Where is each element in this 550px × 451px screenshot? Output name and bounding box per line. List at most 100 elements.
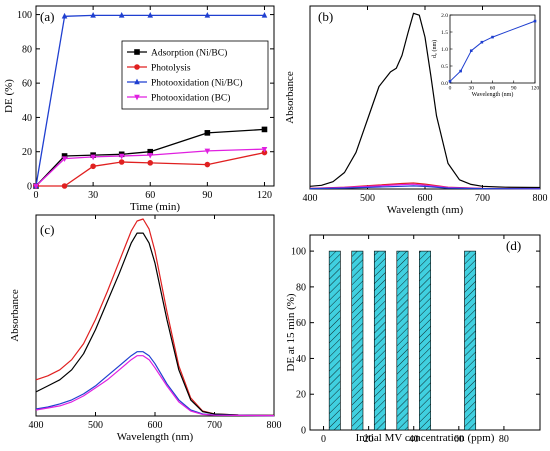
inset-y-tick-label: 0.5 bbox=[441, 64, 448, 70]
data-point bbox=[261, 12, 268, 18]
spectrum-line bbox=[35, 351, 275, 417]
y-tick-label: 20 bbox=[296, 390, 306, 401]
y-tick-label: 80 bbox=[22, 44, 32, 55]
inset-y-tick-label: 1.5 bbox=[441, 30, 448, 36]
panel-label: (b) bbox=[318, 9, 333, 24]
x-tick-label: 400 bbox=[303, 193, 318, 204]
spectrum-line bbox=[35, 218, 275, 416]
bar bbox=[373, 250, 386, 431]
legend-label: Photolysis bbox=[151, 64, 191, 74]
inset-point bbox=[469, 49, 473, 52]
bar bbox=[351, 250, 364, 431]
inset-x-tick-label: 0 bbox=[449, 86, 452, 92]
inset-x-tick-label: 90 bbox=[511, 86, 517, 92]
inset-x-tick-label: 120 bbox=[531, 86, 540, 92]
y-tick-label: 60 bbox=[22, 79, 32, 90]
data-point bbox=[147, 148, 154, 155]
y-tick-label: 40 bbox=[296, 354, 306, 365]
x-tick-label: 40 bbox=[409, 434, 419, 445]
inset-y-tick-label: 2.0 bbox=[441, 13, 448, 19]
y-axis-label: Absorbance bbox=[9, 289, 21, 342]
bar bbox=[328, 250, 341, 431]
inset-point bbox=[480, 40, 484, 44]
bar bbox=[464, 250, 477, 431]
y-tick-label: 60 bbox=[296, 318, 306, 329]
y-tick-label: 0 bbox=[27, 182, 32, 193]
data-point bbox=[118, 159, 125, 165]
inset-y-tick-label: 1.0 bbox=[441, 47, 448, 53]
x-tick-label: 400 bbox=[29, 420, 44, 431]
legend-marker bbox=[134, 49, 140, 55]
data-point bbox=[147, 12, 154, 18]
y-tick-label: 80 bbox=[296, 282, 306, 293]
data-point bbox=[261, 146, 268, 153]
data-point bbox=[147, 152, 154, 159]
y-axis-label: DE (%) bbox=[3, 79, 15, 113]
data-point bbox=[90, 154, 96, 161]
x-tick-label: 600 bbox=[418, 193, 433, 204]
x-tick-label: 600 bbox=[148, 420, 163, 431]
x-axis-label: Wavelength (nm) bbox=[117, 431, 194, 443]
data-point bbox=[90, 163, 96, 170]
panel-label: (d) bbox=[506, 238, 521, 253]
x-tick-label: 30 bbox=[88, 190, 98, 201]
x-tick-label: 90 bbox=[202, 190, 212, 201]
inset-y-axis-label: d₀ (nm) bbox=[431, 40, 438, 58]
data-point bbox=[118, 12, 125, 18]
panel-label: (a) bbox=[40, 9, 54, 24]
x-axis-label: Time (min) bbox=[130, 201, 180, 213]
plot-frame bbox=[35, 5, 275, 187]
data-point bbox=[204, 161, 211, 168]
spectrum-line bbox=[35, 232, 275, 416]
data-point bbox=[261, 149, 268, 156]
inset-point bbox=[491, 35, 494, 39]
y-tick-label: 20 bbox=[22, 147, 32, 158]
y-axis-label: DE at 15 min (%) bbox=[285, 293, 297, 372]
y-tick-label: 0 bbox=[301, 426, 306, 437]
data-point bbox=[204, 12, 211, 18]
x-tick-label: 0 bbox=[321, 434, 326, 445]
x-axis-label: Wavelength (nm) bbox=[387, 204, 464, 216]
spectrum-line bbox=[309, 12, 541, 189]
data-point bbox=[61, 153, 68, 159]
x-tick-label: 60 bbox=[454, 434, 464, 445]
x-tick-label: 80 bbox=[499, 434, 509, 445]
plot-frame bbox=[35, 214, 275, 417]
panel-label: (c) bbox=[40, 222, 54, 237]
x-tick-label: 700 bbox=[475, 193, 490, 204]
x-tick-label: 800 bbox=[267, 420, 282, 431]
inset-x-tick-label: 30 bbox=[469, 86, 475, 92]
y-tick-label: 100 bbox=[291, 247, 306, 258]
bar bbox=[396, 250, 409, 431]
inset-line bbox=[449, 20, 536, 82]
inset-frame bbox=[449, 14, 536, 84]
x-tick-label: 700 bbox=[207, 420, 222, 431]
legend-label: Adsorption (Ni/BC) bbox=[151, 48, 227, 59]
inset-point bbox=[533, 19, 537, 23]
y-tick-label: 100 bbox=[17, 10, 32, 21]
panel-c: 400 500 600 700 800 Wavelength (nm) Absorbance… bbox=[9, 214, 282, 443]
spectrum-line bbox=[35, 355, 275, 417]
data-point bbox=[118, 153, 125, 160]
x-tick-label: 120 bbox=[257, 190, 272, 201]
y-tick-label: 40 bbox=[22, 113, 32, 124]
x-tick-label: 20 bbox=[364, 434, 374, 445]
data-point bbox=[61, 12, 68, 19]
inset-chart: 0 30 60 90 120 0.0 0.5 1.0 1.5 2.0 Wavelength (nm)… bbox=[431, 13, 539, 98]
legend-marker bbox=[134, 64, 140, 70]
data-point bbox=[261, 126, 268, 133]
data-point bbox=[147, 160, 154, 166]
x-tick-label: 60 bbox=[145, 190, 155, 201]
inset-y-tick-label: 0.0 bbox=[441, 81, 448, 87]
data-point bbox=[90, 12, 96, 18]
panel-a: 0 30 60 90 120 0 20 40 60 80 100 Time (min) DE (%) (a… bbox=[3, 5, 275, 213]
inset-point bbox=[459, 69, 462, 73]
inset-point bbox=[448, 80, 452, 83]
x-tick-label: 0 bbox=[34, 190, 39, 201]
inset-x-axis-label: Wavelength (nm) bbox=[472, 91, 514, 98]
y-axis-label: Absorbance bbox=[284, 71, 296, 124]
data-point bbox=[61, 183, 68, 189]
legend-marker bbox=[134, 78, 140, 85]
